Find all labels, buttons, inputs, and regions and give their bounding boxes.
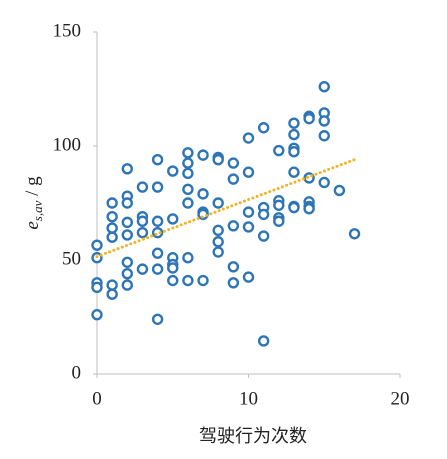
point [136,181,149,193]
point [227,261,240,273]
point [273,144,285,157]
point [151,247,164,259]
point [242,206,255,218]
point [212,236,224,248]
point [303,202,315,215]
point [91,309,103,321]
point [288,201,300,214]
y-tick-label: 0 [72,362,82,383]
point [318,176,330,189]
point [106,231,118,243]
y-tick-label: 100 [53,134,82,155]
point [212,153,224,166]
y-tick-label: 50 [62,248,81,269]
point [91,281,103,294]
y-tick-label: 150 [53,20,82,41]
point [182,274,194,287]
point [348,228,361,240]
point [121,163,134,175]
point [197,149,209,161]
point [197,188,209,200]
x-tick-label: 20 [391,388,410,409]
point [227,173,240,185]
point [257,208,270,221]
y-axis-label: es,av / g [22,176,45,230]
point [121,279,134,291]
point [136,263,149,275]
x-axis-label: 驾驶行为次数 [199,426,307,447]
point [106,288,118,300]
trendline [95,158,357,259]
point [121,229,134,241]
y-label-main: e [22,221,43,229]
point [106,197,118,209]
point [167,262,179,274]
point [318,81,330,93]
point [106,222,118,234]
point [136,215,149,227]
point [151,153,164,166]
point [212,197,224,209]
point [151,181,164,193]
point [242,271,255,283]
y-label-sub: s,av [30,200,45,221]
point [167,213,179,225]
x-tick-label: 0 [92,388,102,409]
point [182,147,194,159]
point [288,128,300,141]
point [121,197,134,209]
point [288,117,300,129]
point [318,130,330,142]
point [242,132,255,144]
point [212,246,224,258]
point [273,199,285,211]
point [242,221,255,233]
point [227,220,240,232]
point [182,252,194,264]
point [227,277,240,289]
point [121,216,134,229]
point [273,215,285,227]
point [197,274,209,287]
point [288,166,300,178]
point [257,335,270,347]
point [257,122,270,134]
point [227,157,240,169]
point [151,313,164,325]
point [242,166,255,178]
point [106,210,118,223]
x-tick-label: 10 [239,388,258,409]
point [182,197,194,209]
point [333,184,346,197]
point [212,224,224,237]
point [182,167,194,180]
point [121,256,134,268]
point [136,226,149,239]
point [182,157,194,169]
point [257,230,270,242]
point [303,112,315,125]
point [91,239,103,251]
point [121,267,134,280]
point [288,145,300,158]
point [318,115,330,127]
point [151,263,164,275]
point [182,183,194,196]
point [151,215,164,227]
point [167,274,179,287]
y-label-rest: / g [22,176,43,201]
point [106,279,118,291]
point [167,165,179,177]
